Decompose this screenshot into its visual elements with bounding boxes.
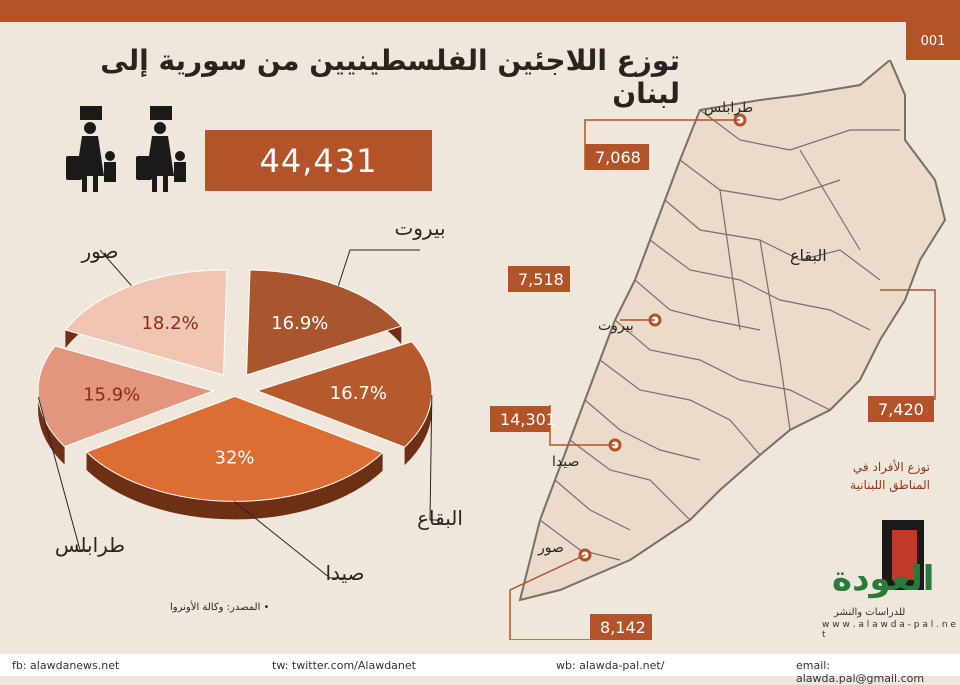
pie-percent-label: 32%: [215, 447, 255, 468]
footer-bar: fb: alawdanews.net tw: twitter.com/Alawd…: [0, 654, 960, 685]
map-label-tripoli: طرابلس: [704, 100, 754, 116]
map-outline: [518, 60, 947, 602]
pie-slice: [37, 345, 215, 448]
page-title: توزع اللاجئين الفلسطينيين من سورية إلى ل…: [100, 44, 680, 110]
pie-percent-label: 16.9%: [271, 313, 328, 334]
leader-line: [429, 394, 440, 521]
issue-badge: 001: [906, 22, 960, 60]
pie-category-label: بيروت: [394, 216, 445, 240]
map-label-saida: صيدا: [552, 454, 580, 470]
footer-fb[interactable]: fb: alawdanews.net: [12, 659, 120, 672]
pie-category-label: صور: [81, 239, 119, 263]
footer-twitter[interactable]: tw: twitter.com/Alawdanet: [272, 659, 416, 672]
leader-line: [337, 249, 420, 286]
footer-email[interactable]: email: alawda.pal@gmail.com: [796, 659, 925, 685]
logo-website: w w w . a l a w d a - p a l . n e t: [822, 620, 956, 640]
pie-category-label: البقاع: [417, 506, 463, 530]
map-label-tyre: صور: [538, 540, 564, 556]
district-borders: [539, 109, 900, 561]
map-legend: توزع الأفراد في المناطق اللبنانية: [850, 460, 930, 492]
pie-slice-side: [86, 452, 383, 520]
top-bar: [0, 0, 960, 22]
pie-category-label: طرابلس: [55, 533, 125, 557]
total-refugees-value: 44,431: [205, 130, 432, 191]
dar-alawda-logo: دار العودة للدراسات والنشر: [822, 520, 960, 630]
pie-category-label: صيدا: [325, 561, 364, 585]
leader-line: [233, 501, 345, 579]
leader-line: [99, 249, 132, 287]
map-value-bekaa: 7,420: [868, 396, 934, 422]
pie-slice: [255, 341, 433, 448]
map-value-saida: 14,301: [490, 406, 556, 432]
map-label-beirut: بيروت: [598, 318, 634, 334]
source-note: • المصدر: وكالة الأونروا: [170, 602, 270, 613]
svg-text:دار العودة: دار العودة: [832, 559, 932, 599]
map-label-bekaa: البقاع: [790, 246, 827, 265]
pie-percent-label: 15.9%: [83, 384, 140, 405]
pie-slice: [246, 269, 403, 376]
pie-percent-label: 18.2%: [141, 313, 198, 334]
pie-percent-label: 16.7%: [330, 383, 387, 404]
leader-line: [37, 396, 90, 551]
map-value-tyre: 8,142: [590, 614, 652, 640]
pie-slice: [85, 395, 384, 502]
footer-website[interactable]: wb: alawda-pal.net/: [556, 659, 665, 672]
pie-slice: [64, 269, 228, 376]
svg-text:للدراسات والنشر: للدراسات والنشر: [833, 607, 905, 618]
refugee-family-icon: [66, 106, 186, 192]
distribution-pie-chart: 16.9% 16.7% 32% 15.9% 18.2% بيروت البقاع صيدا ط…: [37, 216, 463, 585]
map-value-beirut: 7,518: [508, 266, 570, 292]
map-value-tripoli: 7,068: [585, 144, 649, 170]
